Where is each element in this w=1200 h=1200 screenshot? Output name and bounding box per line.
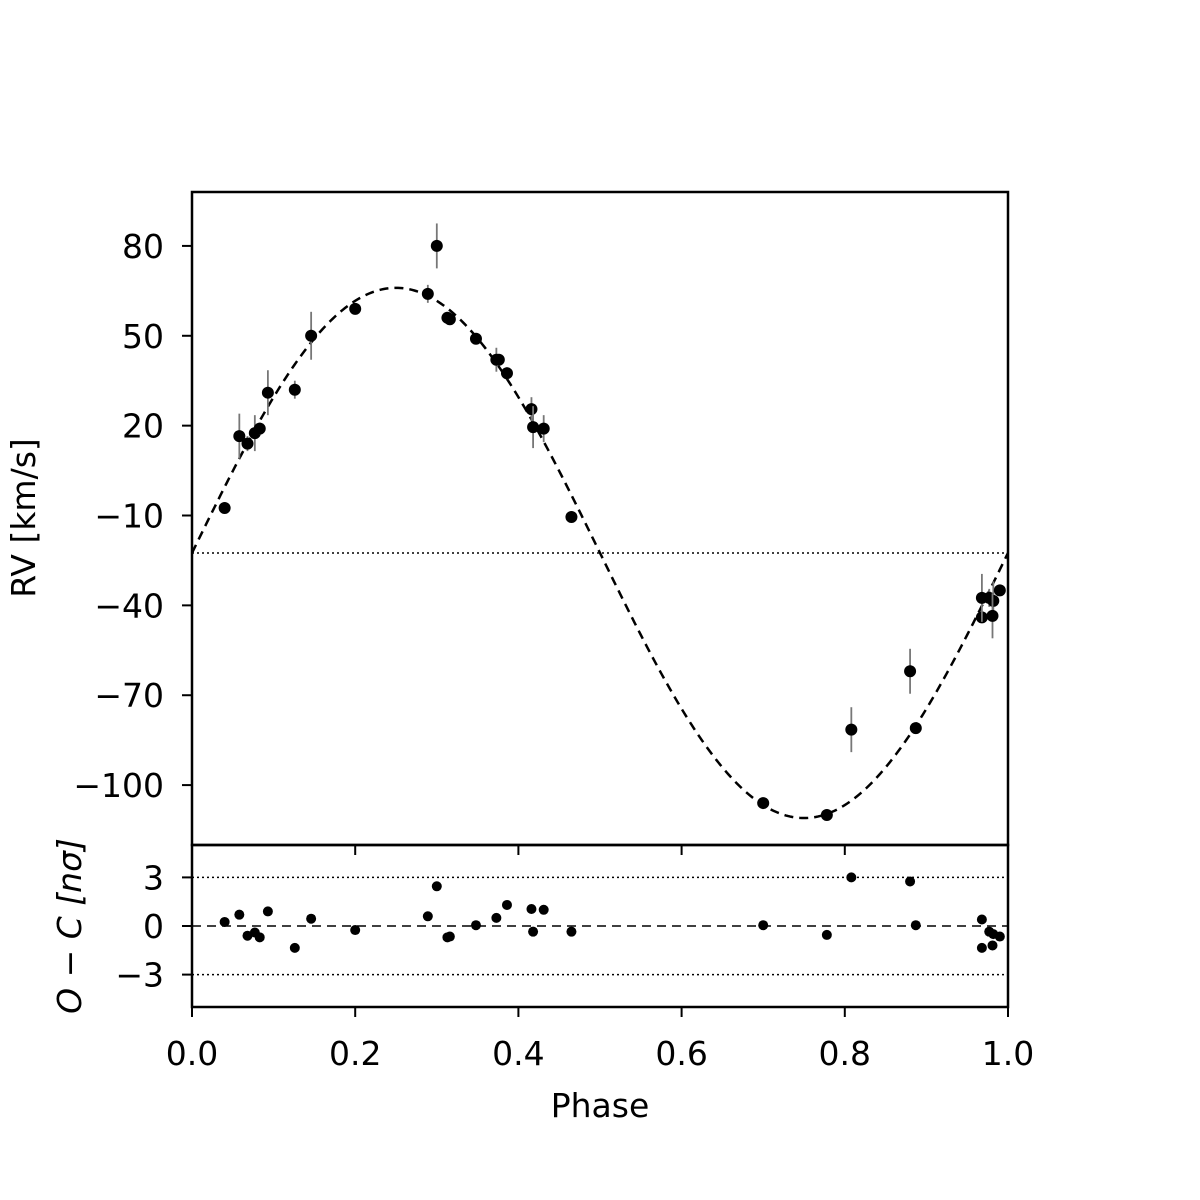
rv-data-point: [986, 609, 999, 622]
residual-point: [470, 920, 481, 931]
residual-point: [538, 904, 549, 915]
x-tick-label: 0.6: [655, 1034, 707, 1073]
rv-data-point: [261, 386, 274, 399]
rv-data-point: [904, 665, 917, 678]
rv-ytick-label: −10: [94, 497, 164, 536]
residuals-plot-area: [192, 872, 1008, 976]
x-tick-label: 0.0: [166, 1034, 218, 1073]
residual-point: [976, 914, 987, 925]
rv-data-point: [527, 421, 540, 434]
residual-panel: 3 0 −30.0 0.2 0.4 0.6 0.8 1.0: [115, 843, 1034, 1073]
rv-data-point: [500, 367, 513, 380]
residual-point: [758, 920, 769, 931]
rv-data-point: [443, 313, 456, 326]
rv-data-point: [565, 511, 578, 524]
residual-point: [431, 881, 442, 892]
residual-point: [526, 903, 537, 914]
residual-point: [566, 926, 577, 937]
x-tick-label: 0.8: [819, 1034, 871, 1073]
residual-point: [219, 916, 230, 927]
rv-plot-area: [192, 223, 1008, 822]
x-tick-label: 0.2: [329, 1034, 381, 1073]
x-tick-label: 0.4: [492, 1034, 544, 1073]
residual-point: [905, 876, 916, 887]
rv-ytick-label: 50: [122, 317, 164, 356]
rv-ytick-label: −40: [94, 586, 164, 625]
residual-point: [234, 909, 245, 920]
residual-point: [910, 920, 921, 931]
residuals-ytick-label: −3: [115, 956, 164, 995]
rv-data-point: [525, 403, 538, 416]
x-tick-label: 1.0: [982, 1034, 1034, 1073]
rv-data-point: [909, 722, 922, 735]
rv-ytick-label: 80: [122, 227, 164, 266]
residual-axis-label: O − C [nσ]: [50, 838, 89, 1014]
residual-point: [501, 899, 512, 910]
residual-point: [994, 931, 1005, 942]
residual-point: [528, 926, 539, 937]
rv-ytick-label: 20: [122, 407, 164, 446]
rv-data-point: [305, 329, 318, 342]
rv-data-point: [757, 797, 770, 810]
orbit-model-curve: [192, 286, 1008, 820]
residuals-ytick-label: 3: [143, 858, 164, 897]
residual-point: [491, 912, 502, 923]
rv-data-point: [845, 723, 858, 736]
residual-point: [976, 942, 987, 953]
rv-ytick-label: −70: [94, 676, 164, 715]
rv-data-point: [421, 287, 434, 300]
rv-data-point: [993, 584, 1006, 597]
residual-point: [254, 932, 265, 943]
rv-data-point: [218, 502, 231, 515]
rv-frame: [190, 190, 1010, 847]
rv-data-point: [537, 422, 550, 435]
residuals-ytick-label: 0: [143, 907, 164, 946]
residual-point: [821, 929, 832, 940]
rv-data-point: [820, 809, 833, 822]
rv-data-point: [233, 430, 246, 443]
x-axis-label: Phase: [551, 1086, 650, 1125]
rv-data-point: [241, 437, 254, 450]
residual-point: [350, 925, 361, 936]
rv-data-point: [349, 302, 362, 315]
rv-panel: 80 50 20 −10 −40 −70 −100: [73, 190, 1010, 855]
residual-point: [846, 872, 857, 883]
residual-point: [422, 911, 433, 922]
rv-data-point: [288, 383, 301, 396]
rv-data-point: [492, 353, 505, 366]
residual-point: [306, 913, 317, 924]
rv-data-point: [469, 332, 482, 345]
residual-point: [289, 942, 300, 953]
residual-point: [987, 940, 998, 951]
rv-axis-label: RV [km/s]: [4, 438, 43, 598]
residual-point: [262, 906, 273, 917]
rv-data-point: [253, 422, 266, 435]
rv-ytick-label: −100: [73, 766, 164, 805]
rv-data-point: [430, 239, 443, 252]
residual-point: [444, 931, 455, 942]
